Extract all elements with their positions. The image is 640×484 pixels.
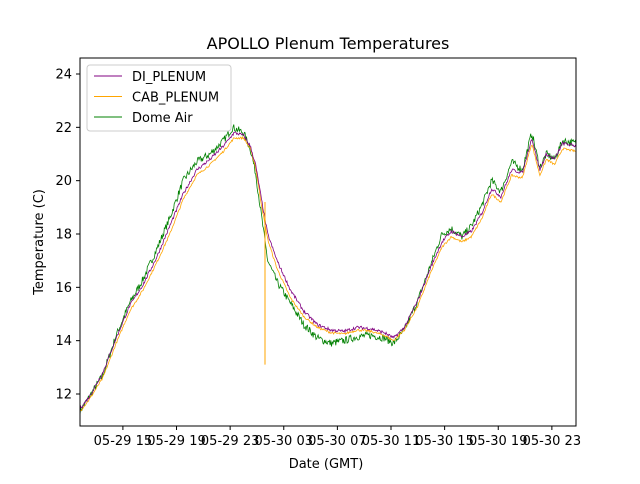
- chart-title: APOLLO Plenum Temperatures: [207, 34, 450, 53]
- legend: DI_PLENUM CAB_PLENUM Dome Air: [86, 64, 232, 132]
- y-tick-label: 14: [55, 334, 72, 349]
- x-tick-label: 05-29 19: [147, 434, 205, 449]
- series-line-dome-air: [80, 124, 576, 416]
- x-tick-label: 05-30 11: [362, 434, 420, 449]
- series-line-di-plenum: [80, 131, 576, 410]
- y-tick-label: 24: [55, 68, 72, 83]
- x-tick-label: 05-30 07: [308, 434, 366, 449]
- legend-label: DI_PLENUM: [132, 70, 206, 85]
- y-tick-label: 22: [55, 121, 72, 136]
- x-tick-label: 05-30 15: [415, 434, 473, 449]
- series-line-cab-plenum: [80, 136, 576, 412]
- x-tick-label: 05-30 19: [469, 434, 527, 449]
- series-layer: [80, 124, 576, 416]
- x-tick-label: 05-29 23: [201, 434, 259, 449]
- y-tick-label: 12: [55, 388, 72, 403]
- x-axis-label: Date (GMT): [289, 457, 364, 472]
- y-tick-label: 18: [55, 228, 72, 243]
- y-axis-label: Temperature (C): [32, 189, 47, 296]
- y-axis: 12 14 16 18 20 22 24: [55, 68, 80, 403]
- x-tick-label: 05-29 15: [94, 434, 152, 449]
- y-tick-label: 16: [55, 281, 72, 296]
- y-tick-label: 20: [55, 174, 72, 189]
- legend-label: CAB_PLENUM: [132, 91, 219, 106]
- legend-box: [86, 64, 232, 132]
- x-tick-label: 05-30 23: [523, 434, 581, 449]
- x-tick-label: 05-30 03: [255, 434, 313, 449]
- legend-label: Dome Air: [132, 111, 193, 126]
- plot-frame: [79, 57, 577, 427]
